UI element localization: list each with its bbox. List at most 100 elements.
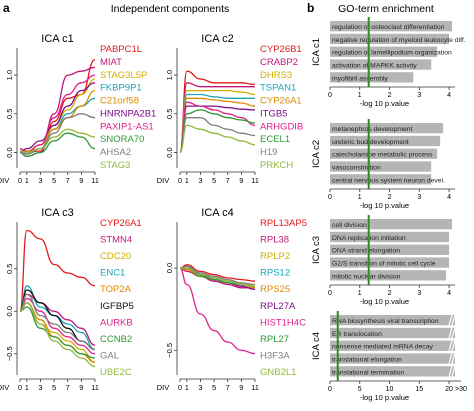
x-axis-label: -log 10 p.value [360,297,409,306]
go-bar [330,46,438,57]
series-line-dhrs3 [179,89,256,154]
x-tick-label: 9 [79,176,83,185]
series-line-snora70 [19,132,96,158]
go-term-label: catecholamine metabolic process [332,152,433,159]
go-chart-1: regulation of osteoclast differentiation… [311,17,466,108]
go-chart-ylabel: ICA c3 [311,236,322,264]
series-line-rpl38 [179,267,255,289]
x-tick-label: 0 [18,383,22,392]
legend-entry-h3f3a: H3F3A [260,350,290,361]
go-term-label: activation of MAPKK activity [332,63,417,70]
legend-entry-fkbp9p1: FKBP9P1 [100,83,142,94]
x-axis-div-label: DIV [157,383,170,392]
y-tick-label: 0.0 [165,147,174,157]
x-tick-label: 1 [25,383,29,392]
legend-entry-gnb2l1: GNB2L1 [260,367,296,378]
legend-entry-enc1: ENC1 [100,268,125,279]
go-term-label: vasoconstriction [332,165,381,172]
legend-entry-hist1h4c: HIST1H4C [260,317,306,328]
series-line-hist1h4c [179,267,256,355]
go-term-label: metanephros development [332,126,413,133]
x-tick-label: 4 [447,194,451,201]
x-tick-label: 15 [415,386,423,393]
line-chart-1: ICA c1 0.0 0.5 1.0 013 5 79 11 DIV PABPC1L MIAT STA… [0,33,156,185]
legend-entry-prkch: PRKCH [260,160,293,171]
x-tick-label: 0 [328,386,332,393]
x-axis-div-label: DIV [157,176,170,185]
legend-entry-c21orf58: C21orf58 [100,96,139,107]
x-axis-label: -log 10 p.value [360,99,409,108]
legend-entry-ahsa2: AHSA2 [100,147,131,158]
go-bar [330,123,444,134]
x-tick-label: 2 [388,194,392,201]
go-term-label: regulation of lamellipodium organization [332,50,452,57]
axis-break-mark [448,353,453,364]
legend-entry-pabpc1l: PABPC1L [100,44,142,55]
go-bar [330,366,455,377]
go-term-label: translational elongation [332,357,402,364]
y-tick-label: 1.0 [165,70,174,80]
go-chart-2: metanephros development ureteric bud deve… [311,119,455,210]
x-tick-label: 7 [226,176,230,185]
go-term-label: ER translocation [332,331,382,338]
go-term-label: DNA strand elongation [332,248,400,255]
legend-entry-dhrs3: DHRS3 [260,70,292,81]
legend-entry-ecel1: ECEL1 [260,134,290,145]
go-bar [330,21,453,32]
series-line-ecel1 [179,109,256,154]
legend-entry-arhgdib: ARHGDIB [260,121,303,132]
series-line-cyp26b1 [179,70,256,154]
y-tick-label: 1.0 [5,70,14,80]
series-line-h3f3a [179,265,256,286]
axis-break-mark [451,314,456,326]
y-tick-label: −0.5 [5,346,14,361]
panel-b-title: GO-term enrichment [338,3,434,15]
go-bar [330,219,453,230]
x-tick-label: 4 [447,92,451,99]
x-axis-div-label: DIV [0,176,9,185]
y-tick-label: 0.5 [5,109,14,119]
go-term-label: negative regulation of myeloid leukocyte… [332,37,466,44]
go-term-label: regulation of osteoclast differentiation [332,24,445,31]
go-bar [330,315,455,326]
series-line-fkbp9p1 [19,97,96,155]
legend-entry-cdc20: CDC20 [100,251,131,262]
x-tick-label: 3 [417,290,421,297]
legend-entry-paxip1-as1: PAXIP1-AS1 [100,121,154,132]
line-chart-title: ICA c3 [41,207,73,219]
legend-entry-cyp26a1: CYP26A1 [100,218,142,229]
line-chart-title: ICA c2 [201,33,233,45]
y-tick-label: −0.5 [165,343,174,358]
series-line-crabp2 [179,82,255,154]
series-line-cyp26a1 [179,97,256,154]
go-bar [330,340,455,351]
x-tick-label: 1 [25,176,29,185]
x-tick-label: 9 [79,383,83,392]
legend-entry-ccnb2: CCNB2 [100,334,132,345]
x-axis-div-label: DIV [0,383,9,392]
x-tick-label: 3 [38,383,42,392]
x-tick-label: 1 [358,290,362,297]
panel-a-letter: a [3,1,10,15]
go-term-label: nonsense mediated mRNA decay [332,344,433,351]
go-bar [330,59,432,70]
x-tick-label: 0 [328,92,332,99]
x-tick-label: 2 [388,290,392,297]
go-bar [330,327,455,339]
x-tick-label: 0 [328,194,332,201]
series-line-aurkb [19,297,96,355]
legend-entry-rplp2: RPLP2 [260,251,290,262]
legend-entry-rps12: RPS12 [260,268,290,279]
go-term-label: translational termination [332,369,404,376]
x-tick-label: 1 [358,92,362,99]
panel-b-letter: b [307,1,314,15]
go-chart-4: RNA biosynthesis viral transcription ER t… [311,311,467,402]
x-tick-label: 5 [358,386,362,393]
line-chart-4: ICA c4 −0.5 0.0 0 1 3 5 7 9 11 DIV RPL13AP5 RPL38 RPL… [157,207,307,392]
series-line-ccnb2 [19,306,96,359]
x-tick-label: 9 [239,383,243,392]
y-tick-label: 0.5 [5,264,14,274]
go-term-label: myofibril assembly [332,75,388,82]
x-tick-label: 3 [417,92,421,99]
x-tick-label: 3 [417,194,421,201]
